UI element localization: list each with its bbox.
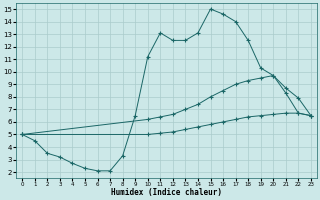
- X-axis label: Humidex (Indice chaleur): Humidex (Indice chaleur): [111, 188, 222, 197]
